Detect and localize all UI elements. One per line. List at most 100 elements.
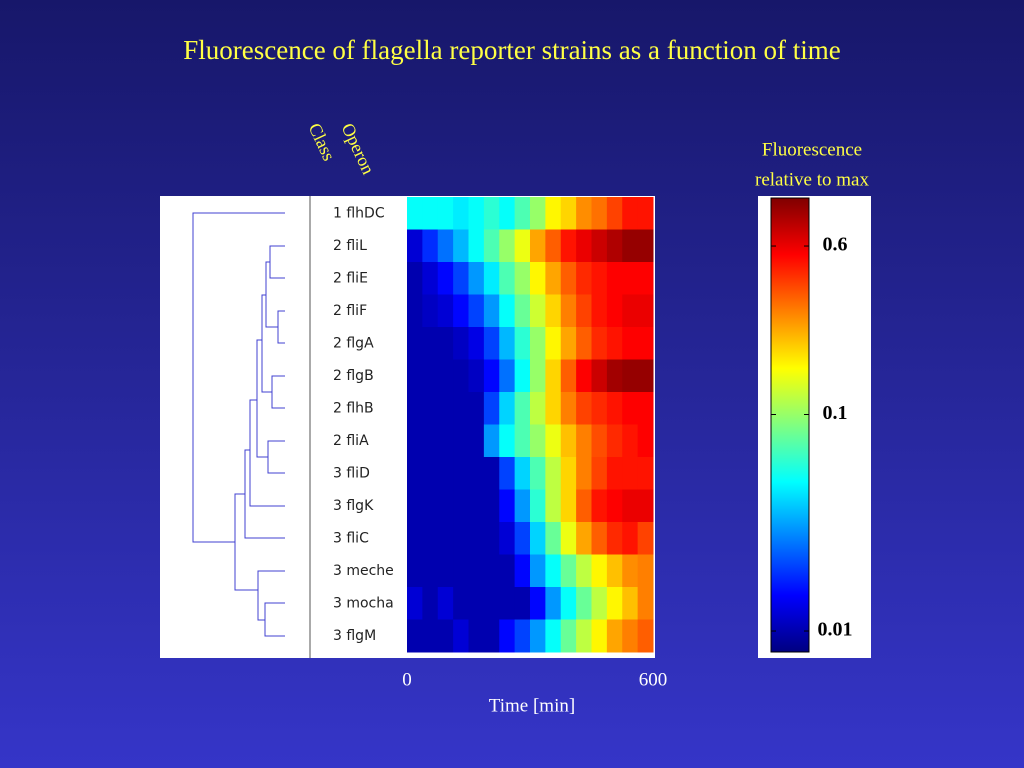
row-label: 2 fliE [333, 270, 368, 286]
heatmap-cell [514, 197, 531, 230]
heatmap-cell [576, 457, 592, 490]
heatmap-cell [576, 392, 592, 425]
heatmap-cell [637, 522, 654, 555]
colorbar-label: relative to max [755, 169, 869, 190]
heatmap-cell [422, 359, 439, 393]
heatmap-cell [437, 327, 454, 360]
heatmap-cell [422, 457, 439, 490]
heatmap-cell [422, 229, 439, 263]
heatmap-cell [576, 424, 592, 458]
heatmap-cell [545, 197, 562, 230]
heatmap-cell [606, 424, 623, 458]
heatmap-cell [606, 359, 623, 393]
heatmap-cell [606, 327, 623, 360]
colorbar-tick-label: 0.6 [823, 234, 848, 256]
heatmap-cell [606, 619, 623, 653]
colorbar-label: Fluorescence [762, 139, 862, 160]
heatmap-cell [545, 327, 562, 360]
row-label: 3 mocha [333, 595, 394, 611]
heatmap-cell [407, 619, 423, 653]
heatmap-cell [499, 457, 516, 490]
heatmap-cell [545, 457, 562, 490]
heatmap-cell [622, 522, 639, 555]
heatmap-cell [591, 619, 608, 653]
heatmap-cell [407, 392, 423, 425]
row-label: 3 meche [333, 563, 394, 579]
heatmap-cell [437, 262, 454, 295]
heatmap-cell [514, 294, 531, 328]
heatmap-cell [576, 359, 592, 393]
row-label: 2 fliA [333, 433, 369, 449]
heatmap-cell [407, 262, 423, 295]
heatmap-cell [514, 587, 531, 620]
heatmap-cell [606, 392, 623, 425]
heatmap-cell [560, 229, 577, 263]
heatmap-cell [453, 262, 469, 295]
heatmap-cell [483, 327, 500, 360]
title: Fluorescence of flagella reporter strain… [183, 35, 841, 65]
heatmap-cell [576, 619, 592, 653]
heatmap-cell [483, 392, 500, 425]
heatmap-cell [468, 392, 485, 425]
heatmap-cell [453, 294, 469, 328]
heatmap-cell [453, 522, 469, 555]
heatmap-cell [453, 359, 469, 393]
heatmap-cell [453, 229, 469, 263]
heatmap-cell [422, 424, 439, 458]
heatmap-cell [468, 424, 485, 458]
heatmap-cell [453, 327, 469, 360]
heatmap-cell [407, 457, 423, 490]
heatmap-cell [637, 457, 654, 490]
heatmap-cell [591, 554, 608, 588]
heatmap-cell [560, 424, 577, 458]
heatmap-cell [622, 457, 639, 490]
row-label: 2 flhB [333, 400, 374, 416]
heatmap-cell [407, 327, 423, 360]
heatmap-cell [637, 327, 654, 360]
heatmap-cell [422, 489, 439, 523]
heatmap-cell [530, 229, 546, 263]
heatmap-cell [437, 359, 454, 393]
heatmap-cell [514, 489, 531, 523]
heatmap-cell [591, 457, 608, 490]
heatmap-cell [545, 294, 562, 328]
heatmap-cell [606, 262, 623, 295]
heatmap-cell [407, 359, 423, 393]
heatmap-cell [437, 522, 454, 555]
heatmap-cell [483, 554, 500, 588]
heatmap-cell [560, 359, 577, 393]
heatmap-cell [622, 489, 639, 523]
heatmap-cell [576, 327, 592, 360]
heatmap-cell [483, 229, 500, 263]
heatmap-cell [483, 522, 500, 555]
heatmap-cell [560, 327, 577, 360]
heatmap-cell [514, 229, 531, 263]
heatmap-cell [591, 229, 608, 263]
heatmap-cell [468, 587, 485, 620]
dendrogram [192, 212, 285, 637]
heatmap-cell [407, 587, 423, 620]
heatmap-cell [591, 294, 608, 328]
heatmap-cell [637, 489, 654, 523]
heatmap-cell [437, 587, 454, 620]
heatmap-cell [622, 197, 639, 230]
heatmap-cell [545, 392, 562, 425]
heatmap-cell [622, 392, 639, 425]
heatmap-cell [530, 619, 546, 653]
heatmap-cell [437, 294, 454, 328]
heatmap-cell [407, 554, 423, 588]
row-label: 2 fliF [333, 303, 367, 319]
heatmap-cell [483, 489, 500, 523]
heatmap-cell [637, 424, 654, 458]
heatmap-cell [483, 587, 500, 620]
heatmap-cell [453, 619, 469, 653]
row-label: 1 flhDC [333, 205, 385, 221]
heatmap-cell [499, 294, 516, 328]
heatmap-cell [499, 522, 516, 555]
heatmap-cell [453, 587, 469, 620]
heatmap-cell [606, 489, 623, 523]
heatmap-cell [453, 457, 469, 490]
heatmap-cell [407, 424, 423, 458]
heatmap-cell [407, 489, 423, 523]
heatmap-cell [468, 522, 485, 555]
